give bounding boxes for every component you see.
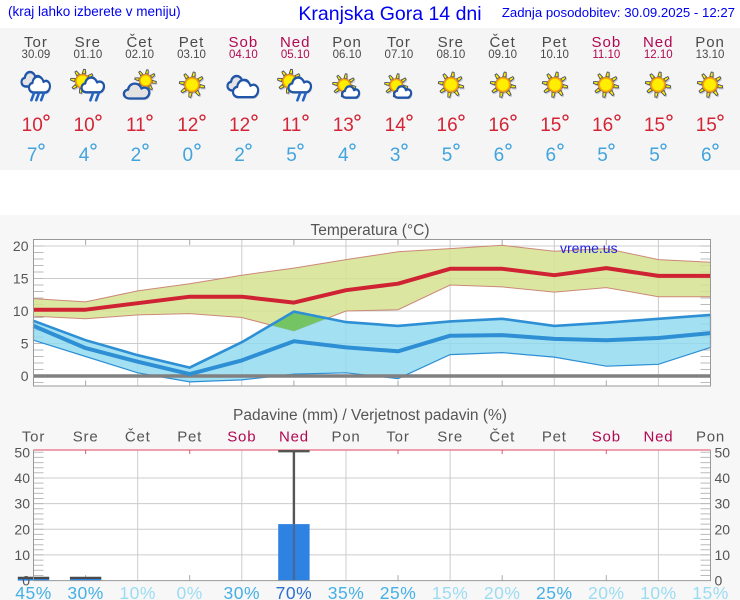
svg-text:15: 15: [13, 271, 29, 287]
svg-text:25%: 25%: [380, 583, 417, 600]
svg-text:Ned: Ned: [643, 429, 673, 446]
svg-text:20: 20: [14, 521, 30, 537]
svg-text:70%: 70%: [276, 583, 313, 600]
svg-text:Ned: Ned: [279, 429, 309, 446]
svg-text:20: 20: [715, 521, 731, 537]
svg-text:Sob: Sob: [592, 429, 621, 446]
svg-text:30%: 30%: [224, 583, 261, 600]
svg-text:45%: 45%: [15, 583, 52, 600]
svg-text:0: 0: [21, 368, 29, 384]
svg-text:Sre: Sre: [73, 429, 99, 446]
svg-text:40: 40: [14, 470, 30, 486]
svg-text:20%: 20%: [588, 583, 625, 600]
svg-text:Temperatura (°C): Temperatura (°C): [310, 222, 429, 239]
svg-text:Pet: Pet: [177, 429, 202, 446]
svg-text:Sre: Sre: [437, 429, 463, 446]
svg-text:10: 10: [13, 303, 29, 319]
svg-text:Padavine (mm) / Verjetnost pad: Padavine (mm) / Verjetnost padavin (%): [233, 407, 507, 424]
svg-text:Čet: Čet: [125, 429, 151, 446]
svg-text:Tor: Tor: [22, 429, 45, 446]
svg-text:15%: 15%: [432, 583, 469, 600]
svg-text:Sob: Sob: [227, 429, 256, 446]
svg-text:0: 0: [715, 573, 723, 589]
svg-text:Pet: Pet: [542, 429, 567, 446]
svg-text:20%: 20%: [484, 583, 521, 600]
svg-text:50: 50: [14, 444, 30, 460]
svg-text:40: 40: [715, 470, 731, 486]
svg-text:0%: 0%: [177, 583, 203, 600]
svg-text:10: 10: [14, 547, 30, 563]
svg-text:10: 10: [715, 547, 731, 563]
svg-text:Pon: Pon: [696, 429, 725, 446]
svg-text:5: 5: [21, 336, 29, 352]
svg-text:15%: 15%: [692, 583, 729, 600]
svg-text:0: 0: [22, 573, 30, 589]
svg-text:10%: 10%: [640, 583, 677, 600]
svg-text:20: 20: [13, 238, 29, 254]
svg-text:30: 30: [715, 496, 731, 512]
svg-text:10%: 10%: [119, 583, 156, 600]
svg-text:50: 50: [715, 444, 731, 460]
svg-text:Tor: Tor: [386, 429, 409, 446]
svg-text:35%: 35%: [328, 583, 365, 600]
svg-text:vreme.us: vreme.us: [560, 240, 618, 256]
svg-text:25%: 25%: [536, 583, 573, 600]
svg-text:Pon: Pon: [331, 429, 360, 446]
svg-text:30%: 30%: [67, 583, 104, 600]
svg-text:Čet: Čet: [489, 429, 515, 446]
svg-text:30: 30: [14, 496, 30, 512]
